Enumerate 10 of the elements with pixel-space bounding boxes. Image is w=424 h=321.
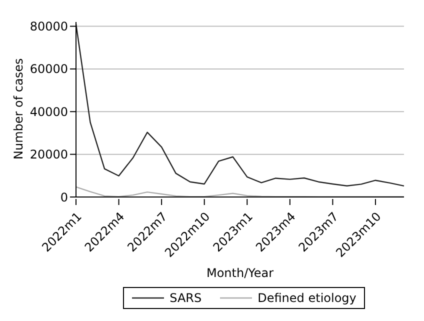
line-series: [75, 24, 405, 186]
y-tick-label: 40000: [30, 104, 68, 119]
y-tick-label: 60000: [30, 62, 68, 76]
legend-label: Defined etiology: [256, 291, 356, 305]
y-tick-label: 0: [60, 190, 68, 204]
legend-label: SARS: [168, 291, 202, 305]
x-axis-title: Month/Year: [206, 266, 274, 280]
y-tick-label: 20000: [30, 148, 68, 162]
y-axis-title: Number of cases: [11, 58, 26, 160]
y-tick-label: 80000: [30, 20, 68, 34]
